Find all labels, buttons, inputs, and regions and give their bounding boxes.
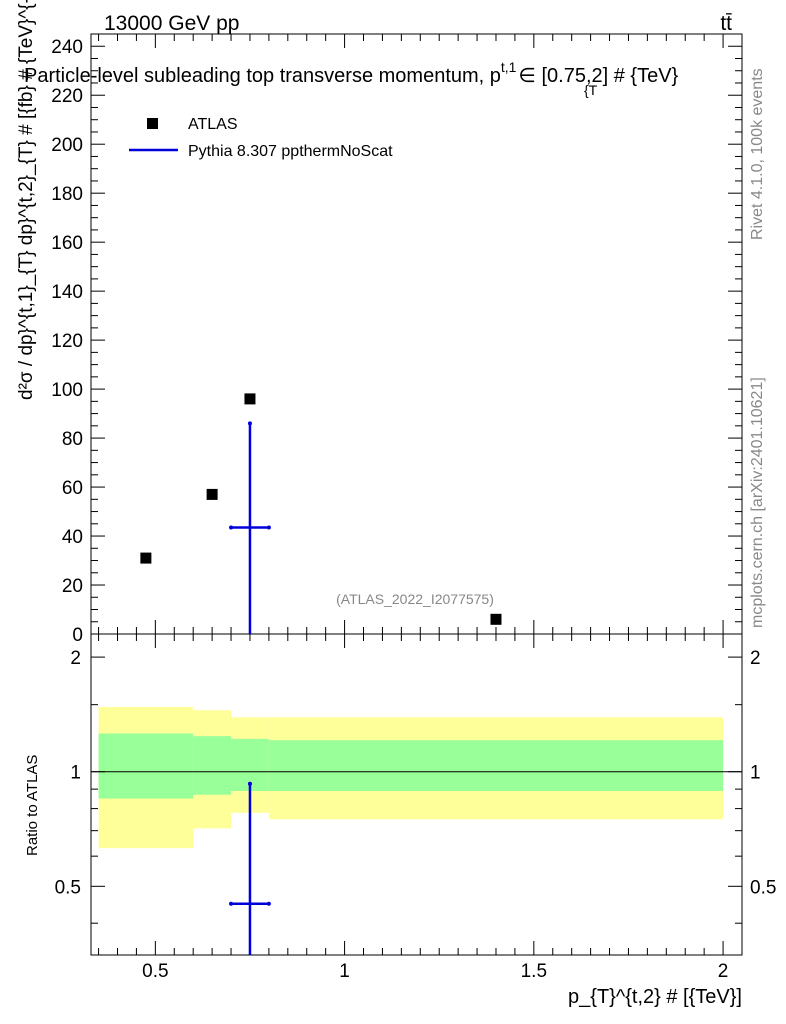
legend: ATLAS Pythia 8.307 ppthermNoScat [129, 116, 393, 160]
main-y-ticks: 0 20 40 60 80 100 120 140 160 180 200 220 240 [51, 37, 742, 646]
y-tick-label: 180 [51, 184, 83, 205]
title-tail: ∈ [0.75,2] # {TeV} [518, 65, 678, 87]
legend-atlas-marker [147, 118, 158, 129]
analysis-watermark: (ATLAS_2022_I2077575) [336, 591, 494, 607]
atlas-data-point [244, 393, 256, 405]
y-tick-label: 240 [51, 37, 83, 58]
legend-pythia-label: Pythia 8.307 ppthermNoScat [188, 143, 393, 160]
x-axis-label: p_{T}^{t,2} # [{TeV}] [568, 986, 742, 1008]
y-tick-label: 200 [51, 135, 83, 156]
rivet-label: Rivet 4.1.0, 100k events [749, 68, 766, 240]
x-tick-label: 1.5 [521, 961, 547, 982]
y-tick-label: 80 [62, 429, 83, 450]
atlas-data-point [206, 488, 218, 500]
title-sup2: t,1 [501, 59, 517, 75]
main-data-points [140, 393, 502, 634]
title-sub: {T [584, 82, 598, 98]
y-axis-label-ratio: Ratio to ATLAS [24, 755, 41, 856]
ratio-tick-label: 0.5 [55, 877, 81, 898]
ratio-tick-label-right: 1 [750, 763, 761, 784]
process-label: tt̄ [720, 12, 732, 35]
ratio-bands [98, 706, 724, 849]
y-axis-label-main: d²σ / dp}^{t,1}_{T} dp}^{t,2}_{T} # [{fb… [16, 0, 37, 400]
ratio-y-ticks: 0.5 0.5 1 1 2 2 [55, 648, 776, 924]
y-tick-label: 60 [62, 478, 83, 499]
y-tick-label: 140 [51, 282, 83, 303]
title-main: Particle-level subleading top transverse… [24, 65, 501, 87]
ratio-tick-label: 2 [70, 648, 81, 669]
y-tick-label: 220 [51, 86, 83, 107]
pythia-errorbar-cap [229, 525, 234, 530]
ratio-data-points [229, 781, 271, 955]
plot-title: Particle-level subleading top transverse… [24, 59, 679, 87]
y-tick-label: 40 [62, 527, 83, 548]
y-tick-label: 160 [51, 233, 83, 254]
ratio-pythia-errorbar-cap [266, 901, 271, 906]
atlas-data-point [490, 613, 502, 625]
y-tick-label: 0 [72, 625, 83, 646]
ratio-band-inner-1 [193, 736, 232, 795]
ratio-pythia-errorbar-cap [229, 901, 234, 906]
x-tick-label: 1 [339, 961, 350, 982]
mcplots-label: mcplots.cern.ch [arXiv:2401.10621] [749, 377, 766, 628]
y-tick-label: 120 [51, 331, 83, 352]
pythia-errorbar-cap [247, 421, 252, 426]
y-tick-label: 20 [62, 576, 83, 597]
y-tick-label: 100 [51, 380, 83, 401]
energy-label: 13000 GeV pp [104, 12, 239, 35]
ratio-panel-frame [90, 633, 743, 956]
x-tick-label: 2 [718, 961, 729, 982]
pythia-errorbar-cap [266, 525, 271, 530]
ratio-band-inner-0 [98, 733, 194, 799]
x-ticks: 0.5 1 1.5 2 [98, 34, 729, 982]
ratio-pythia-errorbar-cap [247, 781, 252, 786]
ratio-tick-label-right: 0.5 [750, 877, 776, 898]
x-tick-label: 0.5 [142, 961, 168, 982]
ratio-band-inner-3 [268, 740, 724, 791]
atlas-data-point [140, 552, 152, 564]
ratio-tick-label-right: 2 [750, 648, 761, 669]
ratio-tick-label: 1 [70, 763, 81, 784]
legend-atlas-label: ATLAS [188, 116, 238, 133]
